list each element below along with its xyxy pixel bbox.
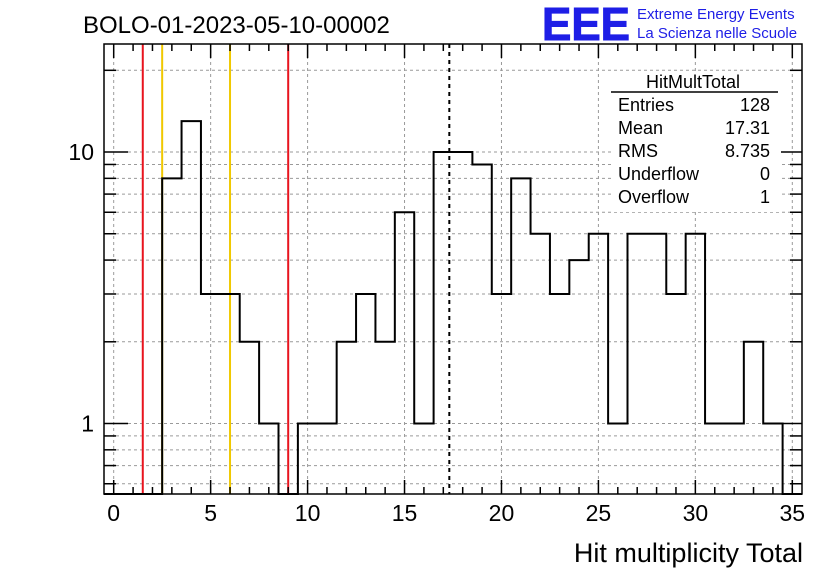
x-tick-label: 30	[683, 500, 709, 526]
stats-row-value: 0	[760, 164, 770, 184]
x-axis-label: Hit multiplicity Total	[574, 538, 803, 568]
logo-line-2: La Scienza nelle Scuole	[637, 25, 797, 42]
y-tick-label: 10	[68, 139, 94, 165]
stats-box-background	[611, 72, 781, 212]
x-tick-label: 35	[780, 500, 806, 526]
plot-frame	[103, 43, 803, 495]
stats-row-label: Entries	[618, 95, 674, 115]
stats-row-label: RMS	[618, 141, 658, 161]
stats-row-value: 8.735	[725, 141, 770, 161]
eee-logo: EEE Extreme Energy Events La Scienza nel…	[542, 0, 798, 51]
stats-row-label: Underflow	[618, 164, 700, 184]
logo-line-1: Extreme Energy Events	[637, 6, 795, 23]
x-tick-label: 10	[295, 500, 321, 526]
stats-row-value: 17.31	[725, 118, 770, 138]
stats-box: HitMultTotal Entries 128 Mean 17.31 RMS 8.735…	[611, 72, 781, 212]
x-tick-label: 20	[489, 500, 515, 526]
x-tick-label: 0	[107, 500, 120, 526]
stats-box-rows: Entries 128 Mean 17.31 RMS 8.735 Underflow 0 Ove…	[618, 95, 770, 207]
logo-mark: EEE	[542, 0, 630, 50]
x-tick-label: 15	[392, 500, 418, 526]
grid-lines	[104, 44, 802, 494]
x-tick-label: 25	[586, 500, 612, 526]
stats-row-value: 128	[740, 95, 770, 115]
x-tick-label: 5	[204, 500, 217, 526]
axis-ticks	[104, 44, 802, 494]
stats-row-value: 1	[760, 187, 770, 207]
chart-title: BOLO-01-2023-05-10-00002	[83, 12, 390, 39]
y-tick-label: 1	[81, 411, 94, 437]
stats-box-title: HitMultTotal	[646, 72, 740, 92]
stats-row-label: Overflow	[618, 187, 690, 207]
stats-row-label: Mean	[618, 118, 663, 138]
histogram-outline	[104, 120, 802, 495]
